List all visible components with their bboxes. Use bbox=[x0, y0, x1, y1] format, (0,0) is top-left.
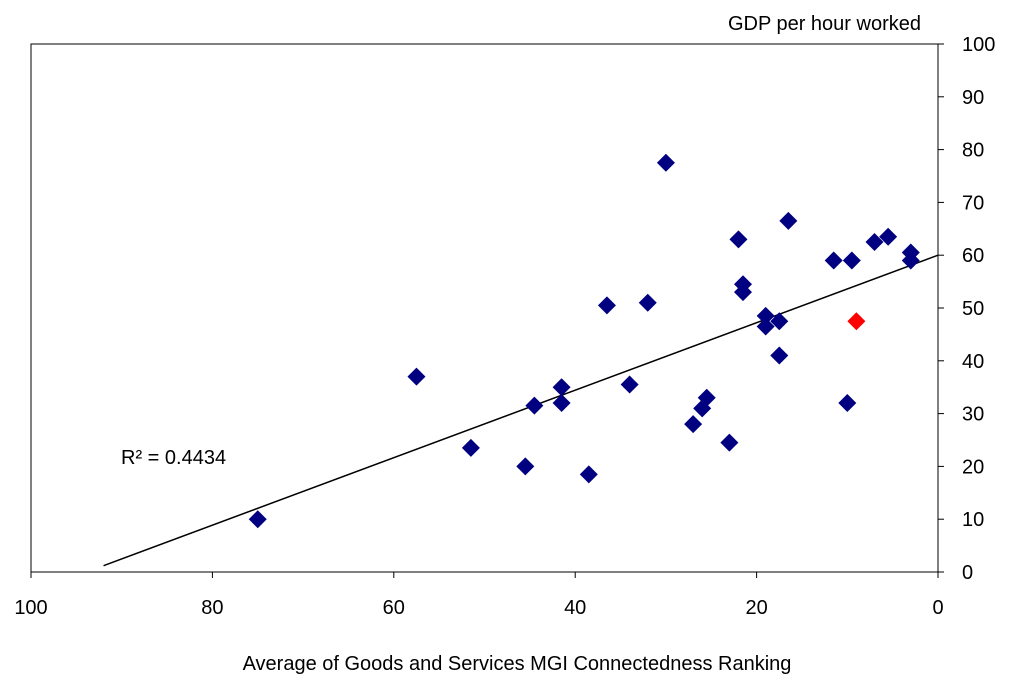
trend-line bbox=[103, 254, 939, 567]
data-point bbox=[756, 317, 775, 336]
x-tick-label: 100 bbox=[14, 597, 47, 619]
data-point bbox=[579, 465, 598, 484]
y-tick-label: 50 bbox=[962, 298, 984, 320]
y-tick-label: 10 bbox=[962, 509, 984, 531]
x-tick-label: 20 bbox=[745, 597, 767, 619]
data-point bbox=[638, 293, 657, 312]
data-point bbox=[838, 394, 857, 413]
data-point bbox=[620, 375, 639, 394]
r-squared-annotation: R² = 0.4434 bbox=[121, 447, 226, 469]
x-tick-label: 80 bbox=[201, 597, 223, 619]
y-tick-label: 20 bbox=[962, 456, 984, 478]
y-tick-label: 100 bbox=[962, 34, 995, 56]
data-point bbox=[461, 438, 480, 457]
x-tick-label: 60 bbox=[383, 597, 405, 619]
y-tick-label: 30 bbox=[962, 404, 984, 426]
data-point bbox=[770, 346, 789, 365]
y-tick-label: 60 bbox=[962, 245, 984, 267]
data-point bbox=[597, 296, 616, 315]
highlighted-data-point bbox=[847, 312, 866, 331]
x-tick-label: 40 bbox=[564, 597, 586, 619]
data-point bbox=[525, 396, 544, 415]
y-tick-label: 80 bbox=[962, 140, 984, 162]
data-point bbox=[684, 415, 703, 434]
data-point bbox=[824, 251, 843, 270]
x-axis: 100 80 60 40 20 0 bbox=[14, 572, 944, 619]
data-point bbox=[779, 211, 798, 230]
data-point bbox=[756, 306, 775, 325]
plot-area bbox=[30, 43, 939, 573]
data-point bbox=[552, 394, 571, 413]
data-point bbox=[720, 433, 739, 452]
data-point bbox=[729, 230, 748, 249]
x-tick-label: 0 bbox=[932, 597, 943, 619]
data-point bbox=[879, 227, 898, 246]
data-point bbox=[248, 510, 267, 529]
data-points bbox=[248, 153, 920, 529]
data-point bbox=[733, 283, 752, 302]
y-axis-title: GDP per hour worked bbox=[728, 13, 921, 35]
data-point bbox=[770, 312, 789, 331]
data-point bbox=[516, 457, 535, 476]
data-point bbox=[865, 233, 884, 251]
y-tick-label: 90 bbox=[962, 87, 984, 109]
data-point bbox=[901, 251, 920, 270]
y-tick-label: 0 bbox=[962, 562, 973, 584]
y-tick-label: 70 bbox=[962, 192, 984, 214]
y-tick-label: 40 bbox=[962, 351, 984, 373]
data-point bbox=[407, 367, 426, 386]
data-point bbox=[656, 153, 675, 172]
data-point bbox=[552, 378, 571, 397]
x-axis-title: Average of Goods and Services MGI Connec… bbox=[243, 653, 792, 675]
data-point bbox=[842, 251, 861, 270]
data-point bbox=[697, 388, 716, 407]
y-axis: 0 10 20 30 40 50 60 70 80 90 100 bbox=[938, 34, 995, 584]
